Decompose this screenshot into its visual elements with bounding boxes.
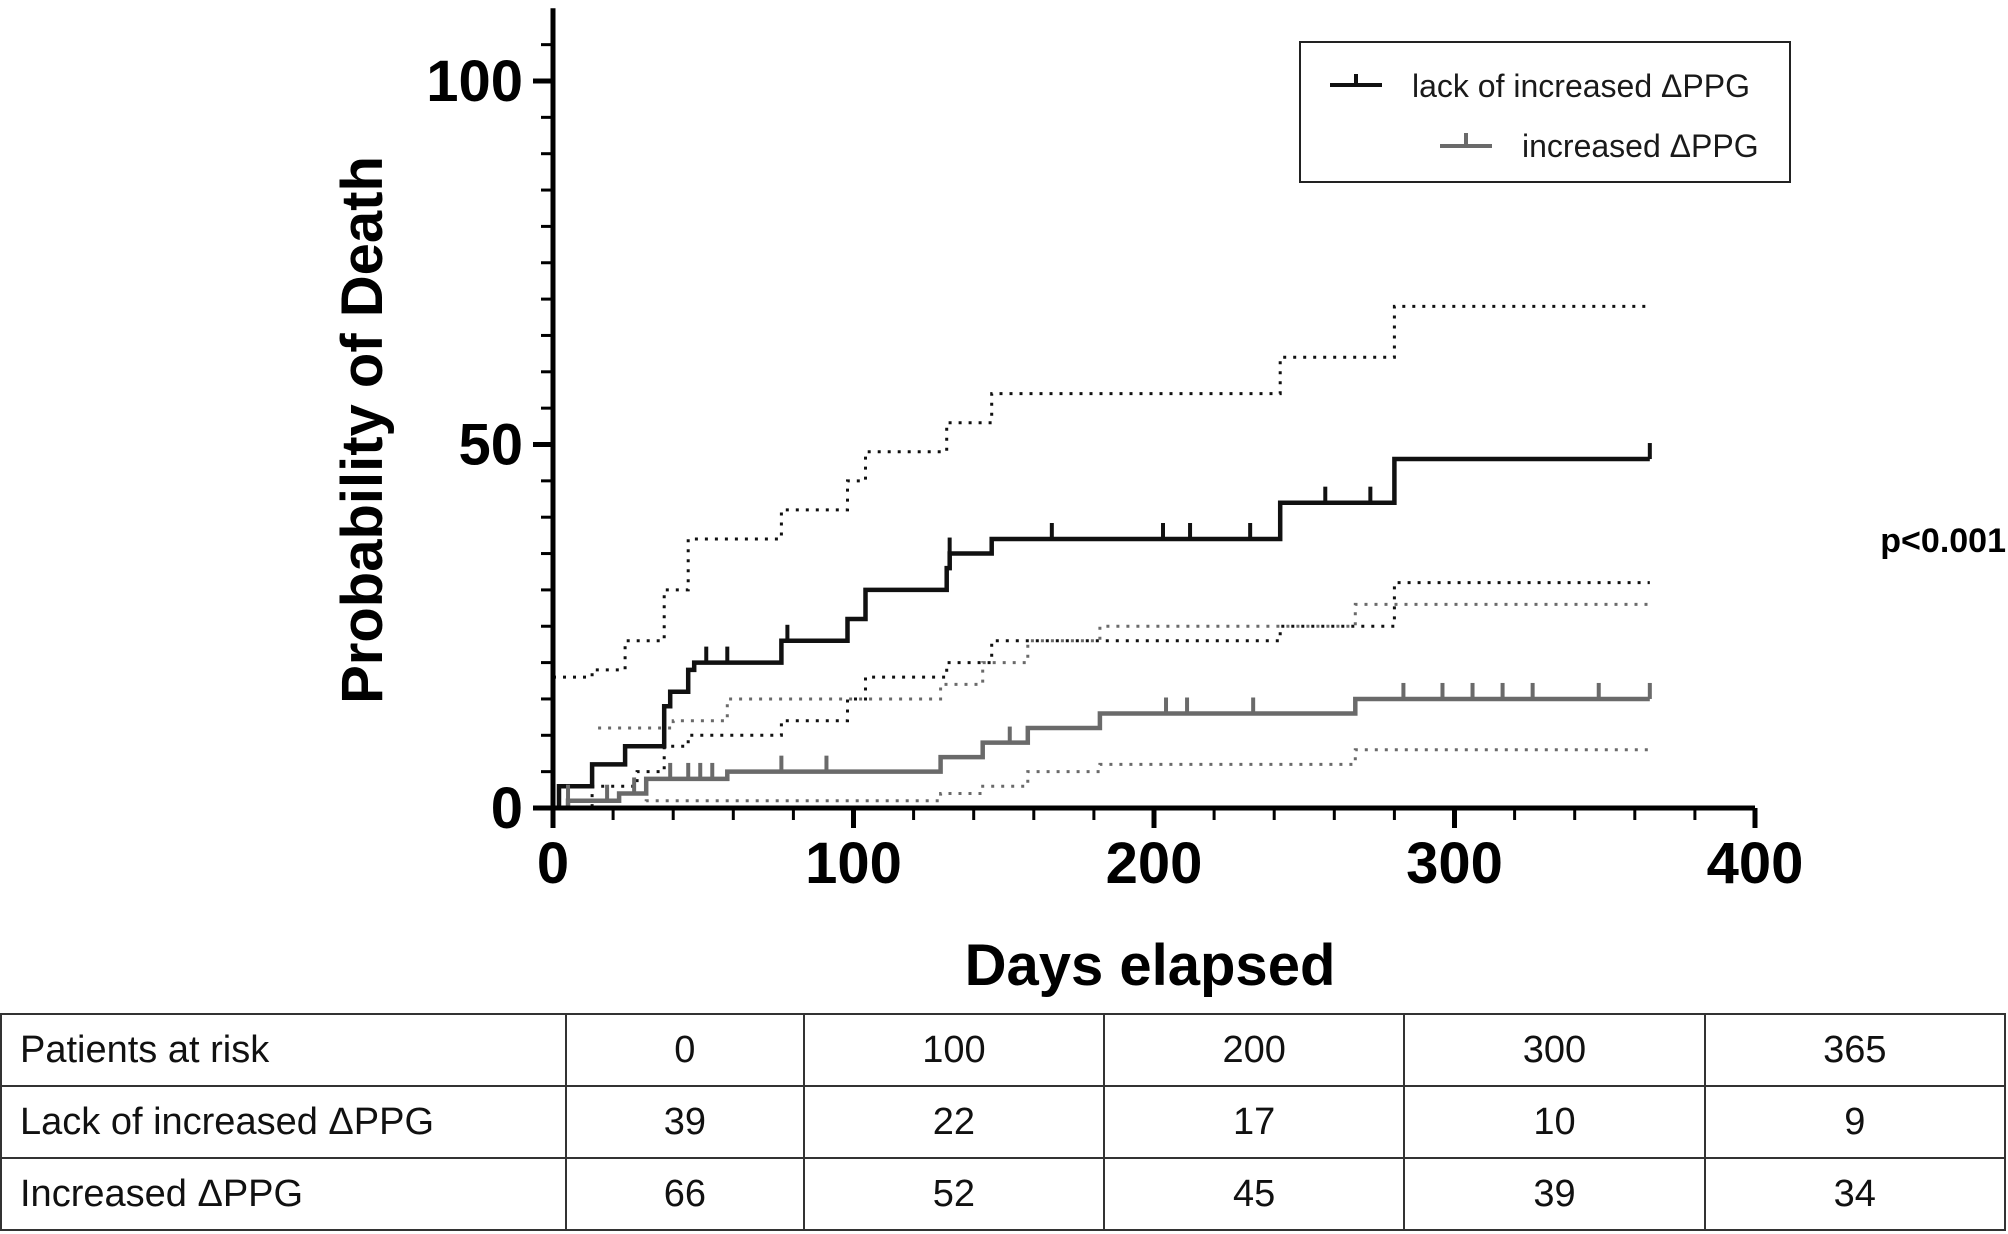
legend-box	[1299, 41, 1791, 183]
table-cell: 39	[565, 1085, 805, 1159]
table-cell: 365	[1703, 1013, 2007, 1087]
table-cell: 9	[1703, 1085, 2007, 1159]
y-axis-title: Probability of Death	[330, 156, 395, 704]
table-cell: 22	[802, 1085, 1106, 1159]
table-cell: 100	[802, 1013, 1106, 1087]
ci-upper-increased	[598, 602, 1650, 730]
ci-lower-increased	[553, 748, 1650, 810]
table-cell: Patients at risk	[0, 1013, 567, 1087]
p-value-annotation: p<0.001	[1880, 522, 2006, 560]
x-tick-label: 400	[1707, 831, 1804, 896]
table-cell: 200	[1103, 1013, 1406, 1087]
table-cell: 17	[1103, 1085, 1406, 1159]
x-tick-label: 100	[805, 831, 902, 896]
table-cell: 10	[1403, 1085, 1706, 1159]
x-tick-label: 300	[1406, 831, 1503, 896]
table-cell: 45	[1103, 1157, 1406, 1231]
y-tick-label: 0	[491, 776, 523, 841]
legend-item-lack-of-increased: lack of increased ΔPPG	[1330, 68, 1750, 104]
x-tick-label: 200	[1106, 831, 1203, 896]
y-tick-label: 50	[458, 413, 523, 478]
legend-symbol-gray	[1440, 133, 1492, 148]
table-row: Increased ΔPPG 66 52 45 39 34	[0, 1157, 2007, 1231]
table-cell: 39	[1403, 1157, 1706, 1231]
x-axis-title: Days elapsed	[965, 933, 1336, 998]
y-tick-label: 100	[426, 49, 523, 114]
x-tick-label: 0	[537, 831, 569, 896]
table-cell: 34	[1703, 1157, 2007, 1231]
series-line-increased	[553, 696, 1650, 811]
legend: lack of increased ΔPPG increased ΔPPG	[1299, 41, 1791, 183]
axes: 0 100 200 300 400 0 50 100	[426, 8, 1803, 896]
table-cell: Lack of increased ΔPPG	[0, 1085, 567, 1159]
legend-label-increased: increased ΔPPG	[1522, 128, 1759, 164]
legend-label-lack-of-increased: lack of increased ΔPPG	[1412, 68, 1750, 104]
ci-upper-lack-of-increased	[553, 304, 1650, 679]
table-cell: 300	[1403, 1013, 1706, 1087]
table-cell: 0	[565, 1013, 805, 1087]
plot-area	[553, 304, 1652, 811]
risk-table: Patients at risk 0 100 200 300 365 Lack …	[0, 1013, 2007, 1231]
table-cell: 66	[565, 1157, 805, 1231]
table-cell: 52	[802, 1157, 1106, 1231]
table-cell: Increased ΔPPG	[0, 1157, 567, 1231]
km-chart: 0 100 200 300 400 0 50 100 Days elapsed Probabi…	[330, 8, 2006, 998]
legend-item-increased: increased ΔPPG	[1440, 128, 1759, 164]
table-row: Patients at risk 0 100 200 300 365	[0, 1013, 2007, 1087]
series-line-lack-of-increased	[553, 456, 1650, 811]
table-row: Lack of increased ΔPPG 39 22 17 10 9	[0, 1085, 2007, 1159]
ci-lower-lack-of-increased	[553, 581, 1650, 810]
legend-symbol-black	[1330, 74, 1382, 87]
